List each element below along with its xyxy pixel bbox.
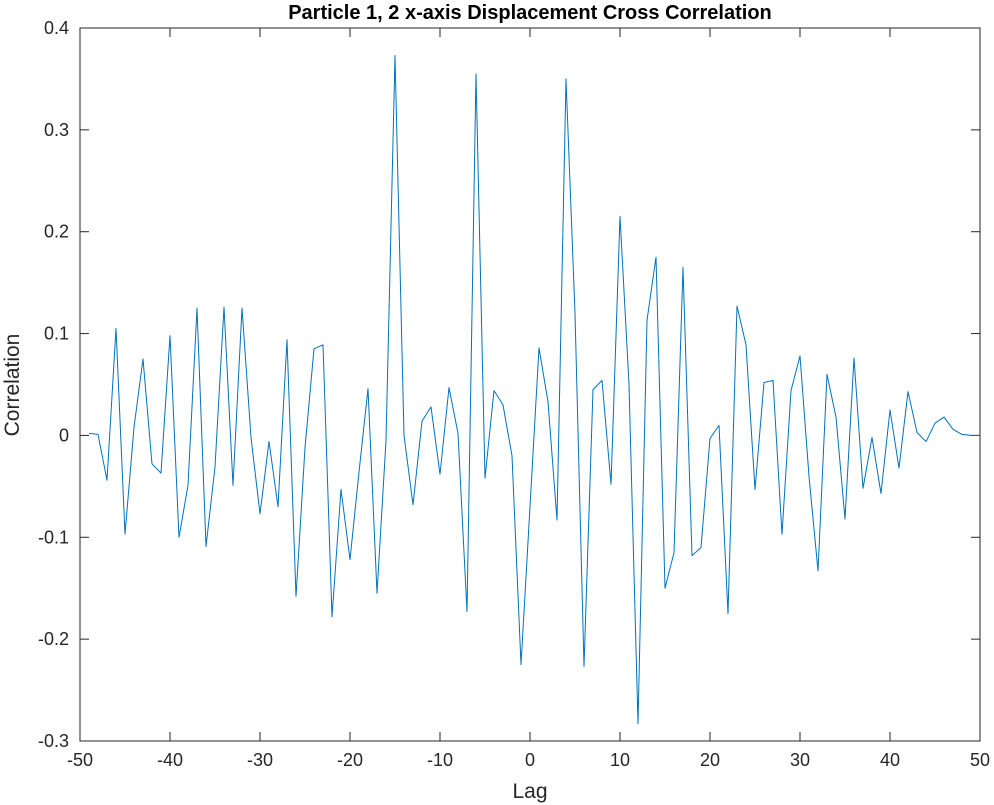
series-line [88, 55, 980, 725]
x-tick-label: -10 [427, 750, 453, 770]
x-tick-label: 20 [700, 750, 720, 770]
x-tick-label: 0 [525, 750, 535, 770]
y-tick-label: -0.3 [38, 731, 69, 751]
x-tick-label: 40 [880, 750, 900, 770]
y-tick-labels: -0.3 -0.2 -0.1 0 0.1 0.2 0.3 0.4 [38, 18, 69, 751]
y-tick-label: 0 [59, 425, 69, 445]
y-tick-label: 0.1 [44, 324, 69, 344]
x-tick-label: -40 [157, 750, 183, 770]
y-tick-label: 0.4 [44, 18, 69, 38]
tick-marks [79, 27, 981, 742]
x-tick-labels: -50 -40 -30 -20 -10 0 10 20 30 40 50 [67, 750, 990, 770]
y-tick-label: 0.3 [44, 120, 69, 140]
x-tick-label: -20 [337, 750, 363, 770]
x-tick-label: -30 [247, 750, 273, 770]
chart-title: Particle 1, 2 x-axis Displacement Cross … [288, 2, 772, 24]
y-tick-label: 0.2 [44, 222, 69, 242]
y-tick-label: -0.2 [38, 629, 69, 649]
x-tick-label: 10 [610, 750, 630, 770]
x-tick-label: 50 [970, 750, 990, 770]
x-tick-label: 30 [790, 750, 810, 770]
y-axis-label: Correlation [1, 334, 24, 437]
plot-area [79, 27, 981, 742]
y-tick-label: -0.1 [38, 527, 69, 547]
x-axis-label: Lag [512, 780, 547, 803]
x-tick-label: -50 [67, 750, 93, 770]
